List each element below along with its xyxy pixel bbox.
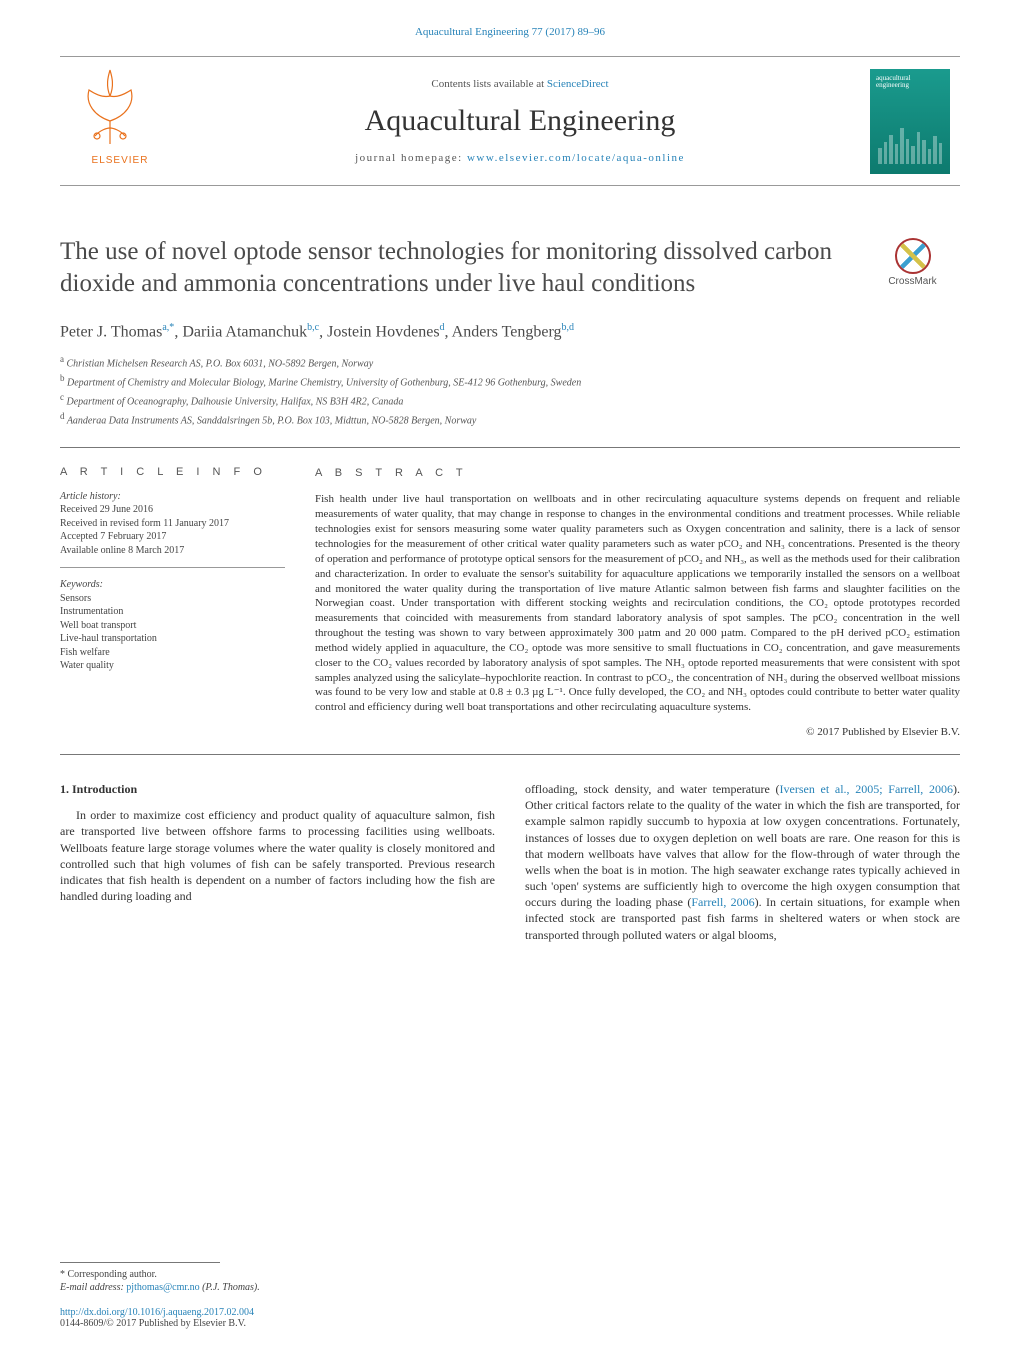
history-accepted: Accepted 7 February 2017	[60, 530, 285, 544]
author-4-aff: b,d	[561, 322, 574, 333]
masthead-center: Contents lists available at ScienceDirec…	[180, 57, 860, 185]
article-info-heading: A R T I C L E I N F O	[60, 466, 285, 478]
intro-p1-pre: offloading, stock density, and water tem…	[525, 782, 780, 796]
corresponding-author-note: * Corresponding author.	[60, 1269, 960, 1280]
article-title: The use of novel optode sensor technolog…	[60, 236, 960, 300]
history-label: Article history:	[60, 490, 285, 504]
doi-link[interactable]: http://dx.doi.org/10.1016/j.aquaeng.2017…	[60, 1307, 254, 1318]
elsevier-wordmark: ELSEVIER	[75, 155, 165, 166]
doi-line: http://dx.doi.org/10.1016/j.aquaeng.2017…	[60, 1307, 960, 1318]
crossmark-icon	[895, 238, 931, 274]
crossmark-badge[interactable]: CrossMark	[865, 238, 960, 287]
running-head: Aquacultural Engineering 77 (2017) 89–96	[0, 0, 1020, 38]
email-line: E-mail address: pjthomas@cmr.no (P.J. Th…	[60, 1282, 960, 1293]
author-2: , Dariia Atamanchuk	[174, 323, 307, 340]
journal-cover-thumbnail: aquacultural engineering	[870, 69, 950, 174]
affiliation-a-text: Christian Michelsen Research AS, P.O. Bo…	[67, 359, 374, 370]
keyword-item: Fish welfare	[60, 646, 285, 660]
intro-paragraph-1: In order to maximize cost efficiency and…	[60, 807, 495, 904]
rule-top	[60, 447, 960, 448]
journal-homepage-link[interactable]: www.elsevier.com/locate/aqua-online	[467, 152, 685, 164]
citation-iversen-farrell[interactable]: Iversen et al., 2005; Farrell, 2006	[780, 782, 954, 796]
affiliation-d-text: Aanderaa Data Instruments AS, Sanddalsri…	[67, 415, 477, 426]
article-info-column: A R T I C L E I N F O Article history: R…	[60, 466, 285, 740]
contents-lists-line: Contents lists available at ScienceDirec…	[180, 78, 860, 90]
affiliation-b: b Department of Chemistry and Molecular …	[60, 372, 960, 391]
author-1-aff: a,*	[162, 322, 174, 333]
keyword-item: Live-haul transportation	[60, 632, 285, 646]
affiliation-a: a Christian Michelsen Research AS, P.O. …	[60, 353, 960, 372]
homepage-prefix: journal homepage:	[355, 152, 467, 164]
author-3: , Jostein Hovdenes	[319, 323, 439, 340]
issn-copyright-line: 0144-8609/© 2017 Published by Elsevier B…	[60, 1318, 960, 1329]
masthead: ELSEVIER Contents lists available at Sci…	[60, 56, 960, 186]
cover-thumb-bars	[878, 124, 942, 164]
affiliation-d: d Aanderaa Data Instruments AS, Sanddals…	[60, 410, 960, 429]
history-revised: Received in revised form 11 January 2017	[60, 517, 285, 531]
keyword-item: Water quality	[60, 659, 285, 673]
affiliation-c-text: Department of Oceanography, Dalhousie Un…	[67, 396, 404, 407]
rule-bottom	[60, 754, 960, 755]
author-1: Peter J. Thomas	[60, 323, 162, 340]
abstract-copyright: © 2017 Published by Elsevier B.V.	[315, 725, 960, 740]
intro-p1-mid: ). Other critical factors relate to the …	[525, 782, 960, 909]
keyword-item: Instrumentation	[60, 605, 285, 619]
affiliation-b-text: Department of Chemistry and Molecular Bi…	[67, 377, 581, 388]
email-label: E-mail address:	[60, 1282, 126, 1293]
footer-rule	[60, 1262, 220, 1263]
abstract-column: A B S T R A C T Fish health under live h…	[315, 466, 960, 740]
cover-thumb-label: aquacultural engineering	[876, 75, 911, 90]
affiliation-c: c Department of Oceanography, Dalhousie …	[60, 391, 960, 410]
author-line: Peter J. Thomasa,*, Dariia Atamanchukb,c…	[60, 322, 960, 341]
history-online: Available online 8 March 2017	[60, 544, 285, 558]
elsevier-logo: ELSEVIER	[75, 66, 165, 176]
affiliations: a Christian Michelsen Research AS, P.O. …	[60, 353, 960, 428]
keywords-label: Keywords:	[60, 578, 285, 592]
keywords-block: Keywords: Sensors Instrumentation Well b…	[60, 578, 285, 673]
abstract-text: Fish health under live haul transportati…	[315, 492, 960, 715]
author-2-aff: b,c	[307, 322, 319, 333]
sciencedirect-link[interactable]: ScienceDirect	[547, 78, 609, 90]
body-column-left: 1. Introduction In order to maximize cos…	[60, 781, 495, 943]
abstract-heading: A B S T R A C T	[315, 466, 960, 481]
elsevier-tree-icon	[75, 66, 145, 146]
page-footer: * Corresponding author. E-mail address: …	[60, 1262, 960, 1329]
corresponding-email-link[interactable]: pjthomas@cmr.no	[126, 1282, 199, 1293]
intro-paragraph-1-cont: offloading, stock density, and water tem…	[525, 781, 960, 943]
email-post: (P.J. Thomas).	[200, 1282, 260, 1293]
journal-title-masthead: Aquacultural Engineering	[180, 104, 860, 138]
journal-homepage-line: journal homepage: www.elsevier.com/locat…	[180, 152, 860, 164]
author-4: , Anders Tengberg	[445, 323, 562, 340]
history-received: Received 29 June 2016	[60, 503, 285, 517]
citation-farrell-2006[interactable]: Farrell, 2006	[691, 895, 754, 909]
body-column-right: offloading, stock density, and water tem…	[525, 781, 960, 943]
masthead-cover-block: aquacultural engineering	[860, 57, 960, 185]
keyword-item: Sensors	[60, 592, 285, 606]
article-header: The use of novel optode sensor technolog…	[60, 236, 960, 300]
info-abstract-row: A R T I C L E I N F O Article history: R…	[60, 466, 960, 740]
body-columns: 1. Introduction In order to maximize cos…	[60, 781, 960, 943]
contents-prefix: Contents lists available at	[431, 78, 546, 90]
section-1-heading: 1. Introduction	[60, 781, 495, 797]
publisher-logo-block: ELSEVIER	[60, 57, 180, 185]
article-history: Article history: Received 29 June 2016 R…	[60, 490, 285, 569]
keyword-item: Well boat transport	[60, 619, 285, 633]
crossmark-label: CrossMark	[865, 276, 960, 287]
